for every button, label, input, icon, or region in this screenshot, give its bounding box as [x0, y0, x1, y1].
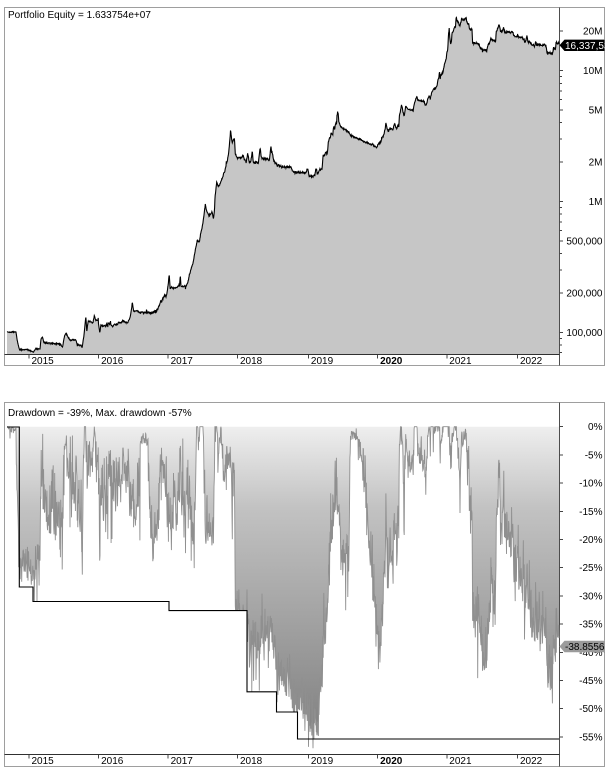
svg-text:2022: 2022 — [520, 756, 543, 767]
svg-text:20M: 20M — [583, 27, 602, 38]
svg-text:500,000: 500,000 — [566, 236, 603, 247]
svg-text:-25%: -25% — [579, 563, 602, 574]
svg-text:2016: 2016 — [101, 756, 124, 767]
svg-text:-35%: -35% — [579, 620, 602, 631]
svg-text:-55%: -55% — [579, 732, 602, 743]
svg-text:200,000: 200,000 — [566, 289, 603, 300]
svg-text:2018: 2018 — [240, 756, 263, 767]
svg-text:-50%: -50% — [579, 704, 602, 715]
svg-text:2021: 2021 — [449, 756, 472, 767]
svg-text:2015: 2015 — [32, 756, 55, 767]
svg-text:2020: 2020 — [380, 756, 403, 767]
svg-text:-30%: -30% — [579, 591, 602, 602]
svg-text:-5%: -5% — [585, 450, 603, 461]
svg-text:100,000: 100,000 — [566, 328, 603, 339]
svg-text:1M: 1M — [589, 197, 603, 208]
svg-text:2019: 2019 — [311, 756, 334, 767]
svg-text:2018: 2018 — [240, 356, 263, 367]
svg-text:Drawdown = -39%, Max. drawdown: Drawdown = -39%, Max. drawdown -57% — [8, 408, 192, 419]
svg-text:2017: 2017 — [171, 356, 194, 367]
svg-text:2016: 2016 — [101, 356, 124, 367]
svg-text:2015: 2015 — [32, 356, 55, 367]
svg-text:2M: 2M — [589, 158, 603, 169]
svg-text:2017: 2017 — [171, 756, 194, 767]
svg-text:2021: 2021 — [449, 356, 472, 367]
svg-text:-10%: -10% — [579, 479, 602, 490]
svg-text:2019: 2019 — [311, 356, 334, 367]
svg-text:-45%: -45% — [579, 676, 602, 687]
svg-text:-15%: -15% — [579, 507, 602, 518]
svg-text:2022: 2022 — [520, 356, 543, 367]
svg-text:-40%: -40% — [579, 648, 602, 659]
svg-text:-20%: -20% — [579, 535, 602, 546]
svg-text:10M: 10M — [583, 66, 602, 77]
svg-text:5M: 5M — [589, 106, 603, 117]
svg-text:Portfolio Equity = 1.633754e+0: Portfolio Equity = 1.633754e+07 — [8, 10, 151, 21]
svg-text:16,337,537: 16,337,537 — [565, 41, 612, 52]
svg-text:0%: 0% — [588, 422, 603, 433]
svg-text:2020: 2020 — [380, 356, 403, 367]
svg-text:-38.8556: -38.8556 — [565, 642, 605, 653]
